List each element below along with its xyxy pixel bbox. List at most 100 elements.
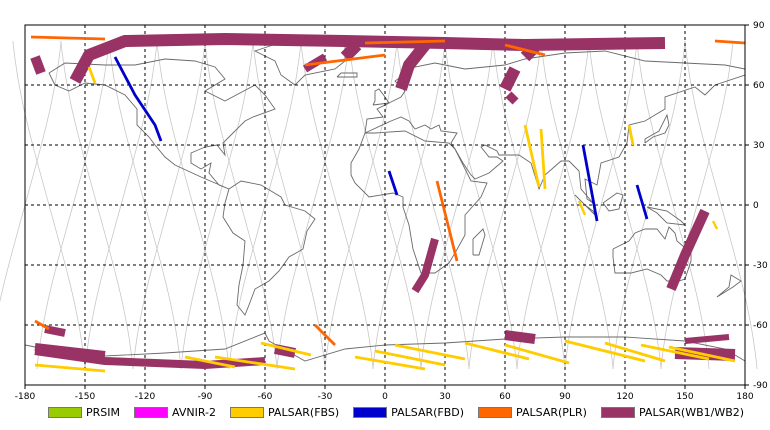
swath-palsar-plr: [314, 324, 336, 346]
swath-palsar-fbs: [711, 220, 719, 230]
legend: PRSIM AVNIR-2 PALSAR(FBS) PALSAR(FBD) PALSAR…: [48, 401, 758, 423]
coastline: [222, 180, 316, 316]
swath-palsar-plr: [435, 180, 459, 262]
coastline: [364, 50, 746, 204]
legend-swatch: [229, 406, 264, 418]
swath-palsar-plr: [34, 319, 50, 331]
swath-palsar-fbd: [113, 56, 163, 142]
coastline: [602, 192, 624, 212]
swath-palsar-fbs: [214, 355, 296, 371]
coastline: [48, 58, 276, 190]
legend-swatch: [478, 406, 513, 418]
x-tick-label: -30: [318, 392, 333, 402]
legend-item: PALSAR(WB1/WB2): [600, 405, 745, 419]
swath-palsar-plr: [504, 43, 546, 57]
swath-palsar-wb1-wb2: [69, 33, 666, 84]
legend-item: AVNIR-2: [134, 406, 216, 419]
legend-label: PALSAR(WB1/WB2): [638, 405, 745, 419]
swath-palsar-fbd: [635, 184, 649, 220]
coastline: [472, 228, 486, 256]
swath-palsar-fbs: [87, 66, 97, 84]
legend-item: PALSAR(PLR): [478, 406, 587, 419]
swath-palsar-fbs: [564, 339, 646, 363]
swath-palsar-fbs: [504, 343, 570, 365]
swath-palsar-fbs: [34, 363, 106, 373]
y-tick-label: 30: [753, 141, 765, 151]
swath-palsar-fbs: [374, 349, 446, 367]
y-tick-label: -90: [753, 381, 768, 391]
swath-palsar-fbs: [354, 355, 426, 371]
legend-swatch: [353, 406, 388, 418]
legend-swatch: [600, 406, 635, 418]
swath-palsar-fbs: [184, 355, 236, 369]
swath-palsar-wb1-wb2: [340, 40, 362, 62]
swath-palsar-fbs: [668, 345, 736, 363]
legend-item: PALSAR(FBD): [353, 406, 464, 419]
coastline: [646, 206, 687, 226]
legend-label: PALSAR(FBS): [267, 405, 340, 419]
legend-label: PALSAR(PLR): [516, 405, 587, 419]
swath-palsar-wb1-wb2: [274, 344, 296, 358]
x-tick-label: -60: [258, 392, 273, 402]
legend-label: AVNIR-2: [172, 405, 216, 419]
swath-palsar-wb1-wb2: [30, 55, 46, 75]
swath-palsar-fbs: [523, 124, 541, 188]
swath-palsar-wb1-wb2: [684, 334, 730, 344]
x-tick-label: 180: [736, 392, 753, 402]
coastline: [372, 88, 390, 106]
coastline: [644, 113, 670, 144]
x-axis-ticks: -180 -150 -120 -90 -60 -30 0 30 60 90 120 150 180: [15, 385, 754, 402]
swath-palsar-wb1-wb2: [499, 66, 521, 92]
x-tick-label: 0: [382, 392, 388, 402]
swath-palsar-wb1-wb2: [34, 343, 106, 359]
swath-palsar-plr: [364, 39, 446, 45]
swath-palsar-wb1-wb2: [504, 330, 536, 344]
legend-swatch: [134, 406, 168, 418]
swath-palsar-plr: [714, 39, 746, 45]
coastline: [716, 274, 742, 298]
swath-palsar-wb1-wb2: [34, 347, 266, 369]
swath-palsar-fbs: [260, 341, 312, 357]
swath-palsar-fbs: [394, 343, 466, 361]
x-tick-label: 90: [559, 392, 571, 402]
x-tick-label: 30: [439, 392, 451, 402]
legend-label: PRSIM: [86, 405, 120, 419]
legend-swatch: [48, 406, 82, 418]
coastline: [24, 332, 746, 362]
swath-palsar-fbs: [464, 341, 530, 361]
swath-palsar-fbd: [581, 144, 599, 222]
y-tick-label: 90: [753, 21, 765, 31]
x-tick-label: -120: [135, 392, 156, 402]
swath-palsar-plr: [304, 53, 386, 67]
swath-palsar-wb1-wb2: [395, 41, 430, 91]
swath-palsar-wb1-wb2: [505, 91, 519, 105]
y-tick-label: 0: [753, 201, 759, 211]
x-tick-label: 150: [676, 392, 693, 402]
x-tick-label: 120: [616, 392, 633, 402]
y-tick-label: 60: [753, 81, 765, 91]
y-tick-label: -30: [753, 261, 768, 271]
x-tick-label: -180: [15, 392, 36, 402]
swath-palsar-plr: [30, 35, 106, 41]
swath-palsar-fbs: [577, 200, 587, 216]
coastline: [612, 226, 692, 282]
swath-palsar-fbs: [627, 124, 635, 146]
coastline: [336, 72, 358, 78]
swath-palsar-fbs: [539, 128, 547, 190]
y-tick-label: -60: [753, 321, 768, 331]
swath-palsar-fbd: [387, 170, 399, 196]
swath-palsar-fbs: [604, 341, 666, 363]
swath-palsar-fbs: [640, 343, 710, 361]
x-tick-label: -90: [198, 392, 213, 402]
x-tick-label: 60: [499, 392, 511, 402]
coastline: [350, 130, 488, 274]
legend-item: PALSAR(FBS): [229, 405, 340, 419]
legend-label: PALSAR(FBD): [391, 405, 465, 419]
y-axis-ticks: -90 -60 -30 0 30 60 90: [745, 21, 768, 391]
x-tick-label: -150: [75, 392, 96, 402]
coastlines: [24, 38, 746, 362]
swath-layer: [30, 33, 746, 373]
grid-lines: [25, 25, 745, 385]
swath-palsar-wb1-wb2: [666, 208, 710, 291]
